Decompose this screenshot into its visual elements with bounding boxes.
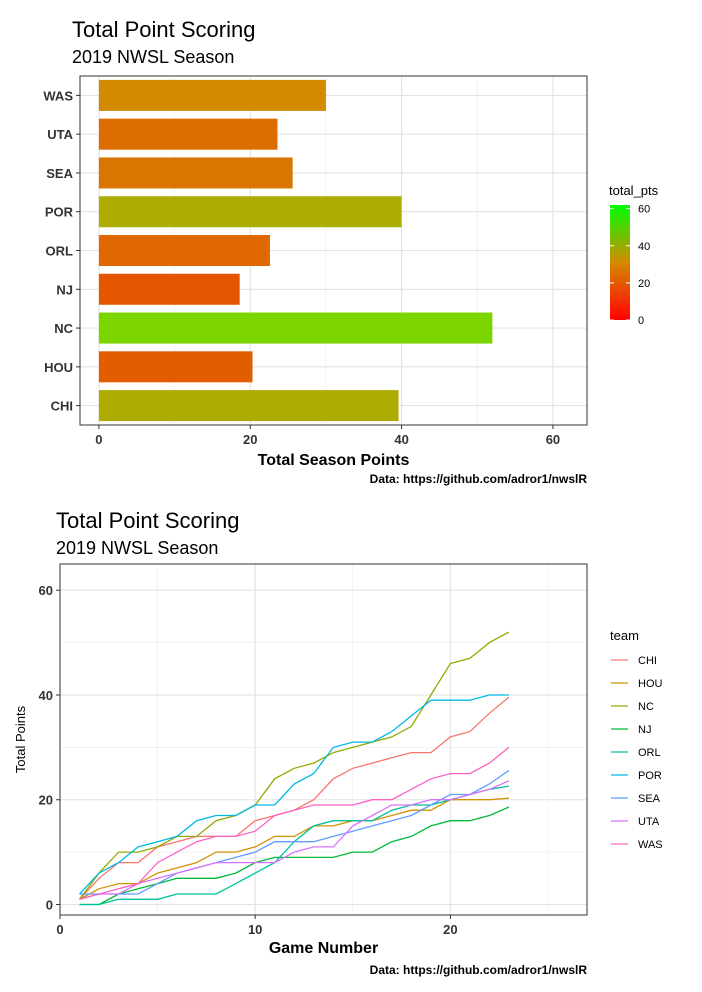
legend-label-was: WAS	[638, 839, 663, 851]
legend-label-sea: SEA	[638, 793, 661, 805]
colorbar-label: 20	[638, 278, 650, 290]
chart-caption: Data: https://github.com/adror1/nwslR	[369, 472, 587, 486]
chart-title: Total Point Scoring	[56, 508, 240, 533]
colorbar-legend: total_pts 0 20 40 60	[609, 183, 659, 327]
y-axis-title: Total Points	[13, 705, 28, 773]
bar-was	[98, 79, 326, 111]
panel-border	[79, 75, 588, 426]
y-tick-label: POR	[45, 205, 74, 220]
chart-title: Total Point Scoring	[72, 17, 256, 42]
bar-hou	[98, 351, 253, 383]
legend-label-orl: ORL	[638, 747, 661, 759]
legend-label-nj: NJ	[638, 724, 651, 736]
chart-subtitle: 2019 NWSL Season	[56, 538, 219, 558]
bar-chart-svg: WAS UTA SEA POR ORL NJ NC HOU CHI 0 20 40 60 Total Se…	[43, 75, 659, 469]
colorbar-label: 0	[638, 315, 644, 327]
x-tick-label: 20	[243, 432, 257, 447]
legend-label-por: POR	[638, 770, 662, 782]
bar-sea	[98, 157, 293, 189]
bar-nj	[98, 273, 240, 305]
legend: team CHI HOU NC NJ ORL POR SEA UTA WAS	[610, 628, 663, 851]
y-tick-label: NJ	[56, 282, 73, 297]
bar-chi	[98, 390, 399, 422]
x-axis-title: Game Number	[269, 940, 378, 957]
series-line-sea	[79, 769, 510, 895]
bar-por	[98, 196, 402, 228]
y-tick-label: HOU	[44, 360, 73, 375]
y-tick-label: WAS	[43, 88, 73, 103]
bar-orl	[98, 234, 270, 267]
legend-title: team	[610, 628, 639, 643]
legend-label-nc: NC	[638, 701, 654, 713]
x-axis-title: Total Season Points	[258, 452, 410, 469]
series-line-uta	[79, 780, 510, 900]
bar-nc	[98, 312, 493, 344]
series-line-was	[79, 746, 510, 900]
legend-label-uta: UTA	[638, 816, 660, 828]
bar-chart: Total Point Scoring 2019 NWSL Season WAS…	[0, 0, 702, 495]
y-tick-label: UTA	[47, 127, 73, 142]
y-tick-label: 20	[39, 793, 53, 808]
y-tick-label: 60	[39, 583, 53, 598]
legend-label-chi: CHI	[638, 655, 657, 667]
bar-uta	[98, 118, 278, 150]
series-line-hou	[79, 797, 509, 900]
legend-label-hou: HOU	[638, 678, 663, 690]
y-tick-label: CHI	[51, 399, 73, 414]
y-tick-label: NC	[54, 321, 73, 336]
x-tick-label: 10	[248, 922, 262, 937]
y-tick-label: SEA	[46, 166, 73, 181]
series-lines	[78, 631, 510, 906]
y-tick-label: 0	[46, 898, 53, 913]
legend-title: total_pts	[609, 183, 659, 198]
x-tick-label: 0	[56, 922, 63, 937]
line-chart: Total Point Scoring 2019 NWSL Season 0 10…	[0, 495, 702, 992]
colorbar-label: 40	[638, 241, 650, 253]
colorbar	[610, 205, 630, 320]
x-tick-label: 40	[394, 432, 408, 447]
series-line-nc	[78, 631, 510, 900]
chart-subtitle: 2019 NWSL Season	[72, 47, 235, 67]
x-tick-label: 20	[443, 922, 457, 937]
colorbar-label: 60	[638, 204, 650, 216]
x-tick-label: 0	[95, 432, 102, 447]
y-tick-label: ORL	[46, 244, 74, 259]
x-tick-label: 60	[546, 432, 560, 447]
panel-border	[59, 563, 588, 916]
chart-caption: Data: https://github.com/adror1/nwslR	[369, 963, 587, 977]
bars	[98, 79, 493, 422]
line-chart-svg: 0 10 20 0 20 40 60 Game Number Total Points team C…	[13, 563, 663, 957]
series-line-por	[79, 694, 509, 895]
y-tick-label: 40	[39, 688, 53, 703]
series-line-nj	[79, 806, 510, 906]
